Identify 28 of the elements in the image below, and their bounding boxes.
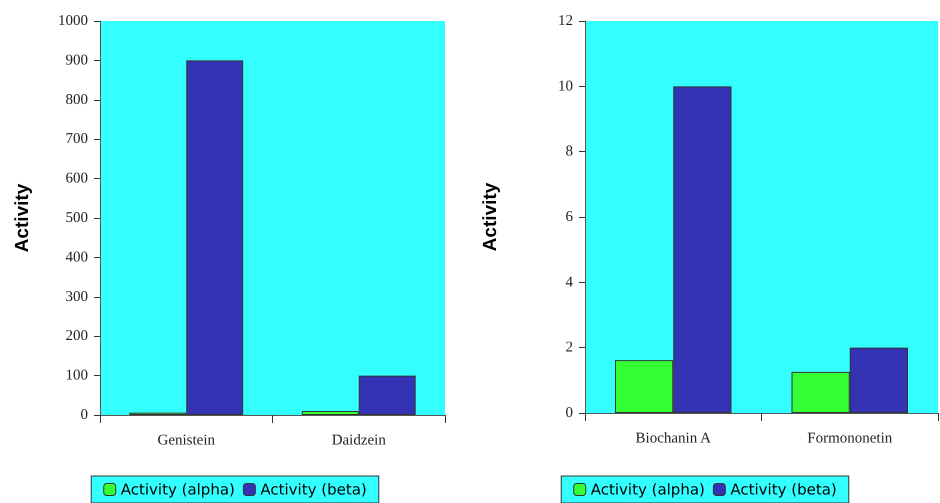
y-tick-label: 8 bbox=[566, 144, 573, 160]
y-tick-label: 2 bbox=[566, 340, 573, 356]
y-axis-title: Activity bbox=[480, 182, 501, 252]
y-tick-label: 100 bbox=[66, 368, 88, 384]
x-tick-label: Genistein bbox=[158, 432, 216, 448]
legend-label: Activity (beta) bbox=[730, 480, 837, 498]
y-tick-label: 0 bbox=[80, 407, 88, 423]
legend-label: Activity (alpha) bbox=[590, 480, 705, 498]
x-tick-label: Biochanin A bbox=[636, 430, 712, 446]
y-tick-label: 600 bbox=[66, 170, 88, 187]
x-tick-label: Formononetin bbox=[807, 430, 893, 446]
y-tick-label: 900 bbox=[66, 52, 88, 68]
y-tick-label: 1000 bbox=[58, 13, 88, 29]
x-tick-label: Daidzein bbox=[332, 432, 386, 448]
y-tick-label: 700 bbox=[66, 131, 88, 148]
y-tick-label: 12 bbox=[558, 13, 573, 29]
y-tick-label: 800 bbox=[66, 92, 88, 108]
y-tick-label: 10 bbox=[558, 78, 573, 94]
y-tick-label: 300 bbox=[66, 288, 88, 305]
legend-label: Activity (alpha) bbox=[120, 480, 235, 498]
y-tick-label: 4 bbox=[566, 274, 574, 290]
y-tick-label: 6 bbox=[566, 209, 574, 225]
y-tick-label: 0 bbox=[566, 405, 573, 421]
y-tick-label: 200 bbox=[66, 328, 88, 344]
y-tick-label: 400 bbox=[66, 249, 88, 266]
legend-label: Activity (beta) bbox=[260, 480, 367, 498]
y-tick-label: 500 bbox=[66, 210, 88, 226]
y-axis-title: Activity bbox=[12, 183, 33, 252]
